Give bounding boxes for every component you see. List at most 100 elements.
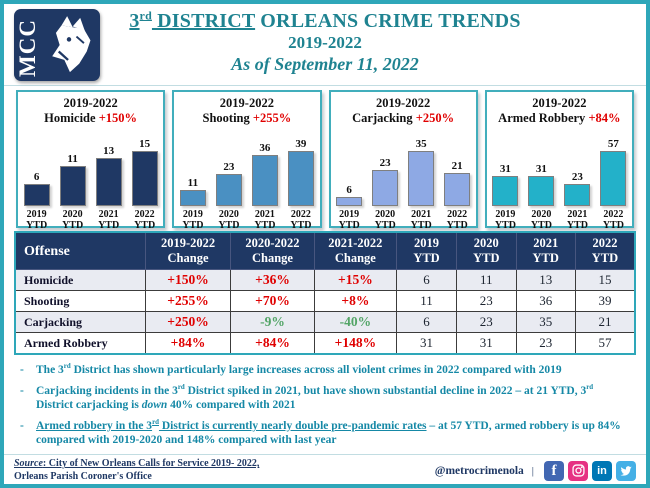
bar-armed-robbery-2019-ytd: 31 2019 YTD [492,128,519,231]
bar-category-label: 2019 YTD [26,209,48,231]
bar-value: 6 [33,171,40,183]
ytd-cell: 35 [515,311,576,333]
bar-armed-robbery-2022-ytd: 57 2022 YTD [600,128,627,231]
bar-value: 35 [415,138,427,150]
bar-value: 23 [223,161,235,173]
bar-category-label: 2022 YTD [134,209,156,231]
bar-value: 23 [379,157,391,169]
source-line-2: Orleans Parish Coroner's Office [14,470,152,482]
bar [408,151,435,206]
chart-label: Homicide [44,111,96,125]
bar [251,155,278,206]
bar-value: 21 [451,160,463,172]
bar-category-label: 2020 YTD [374,209,396,231]
separator: | [531,464,534,477]
note-text: Armed robbery in the 3rd District is cur… [36,419,621,446]
notes-section: - The 3rd District has shown particularl… [4,355,646,454]
chart-title-range: 2019-2022 [63,96,118,110]
change-cell: +148% [313,332,397,355]
bar [564,184,591,206]
social-bar: @metrocrimenola | f in [435,460,636,481]
chart-label: Armed Robbery [498,111,586,125]
change-cell: -40% [313,311,397,333]
chart-panel-shooting: 2019-2022 Shooting +255% 11 2019 YTD 23 2020… [172,90,322,231]
table-row: Carjacking +250% -9% -40% 6 23 35 21 [14,311,636,333]
bar-value: 13 [103,145,115,157]
note-bullet: - Armed robbery in the 3rd District is c… [20,419,632,447]
table-row: Armed Robbery +84% +84% +148% 31 31 23 57 [14,332,636,355]
change-cell: +36% [230,269,315,291]
twitter-icon[interactable] [616,460,636,481]
ytd-cell: 11 [456,269,517,291]
page-title-block: 3rd DISTRICT ORLEANS CRIME TRENDS 2019-2… [4,9,646,76]
bar-carjacking-2022-ytd: 21 2022 YTD [444,128,471,231]
bullet-dash: - [20,364,24,376]
bar-carjacking-2020-ytd: 23 2020 YTD [372,128,399,231]
instagram-icon[interactable] [568,460,588,481]
change-cell: +250% [144,311,232,333]
ytd-cell: 57 [574,332,636,355]
bar-value: 39 [295,138,307,150]
bar [600,151,627,206]
bar [336,197,363,206]
bar-category-label: 2020 YTD [530,209,552,231]
bar-category-label: 2021 YTD [410,209,432,231]
bar-homicide-2019-ytd: 6 2019 YTD [23,128,50,231]
facebook-icon[interactable]: f [544,460,564,481]
mcc-wolf-icon [52,16,91,73]
bar-value: 31 [535,163,547,175]
ytd-cell: 23 [456,311,517,333]
bar-value: 57 [607,138,619,150]
bar-shooting-2021-ytd: 36 2021 YTD [251,128,278,231]
offense-cell: Homicide [14,269,146,291]
chart-pct-change: +150% [98,111,138,125]
note-text: Carjacking incidents in the 3rd District… [36,384,594,411]
bar-category-label: 2019 YTD [182,209,204,231]
change-cell: +255% [144,290,232,312]
ytd-cell: 15 [574,269,636,291]
bar-value: 6 [346,184,352,196]
ytd-cell: 13 [515,269,576,291]
bar [215,174,242,206]
bar-carjacking-2021-ytd: 35 2021 YTD [408,128,435,231]
mcc-logo-text: MCC [15,19,40,77]
ytd-cell: 31 [456,332,517,355]
bar-category-label: 2020 YTD [62,209,84,231]
chart-title-range: 2019-2022 [376,96,431,110]
bar-value: 11 [67,153,78,165]
title-as-of-date: As of September 11, 2022 [231,54,419,75]
bar-value: 31 [499,163,511,175]
bar-category-label: 2020 YTD [218,209,240,231]
linkedin-icon[interactable]: in [592,460,612,481]
bar [179,190,206,206]
bar-chart-carjacking: 6 2019 YTD 23 2020 YTD 35 2021 YTD 21 2022 YTD [331,128,476,231]
ytd-cell: 11 [395,290,458,312]
chart-title: Homicide +150% [18,111,163,126]
source-attribution: Source: City of New Orleans Calls for Se… [14,458,259,483]
col-header-offense: Offense [14,231,146,270]
chart-pct-change: +255% [252,111,292,125]
ytd-cell: 36 [515,290,576,312]
bar [372,170,399,206]
change-cell: +150% [144,269,232,291]
bar-value: 15 [139,138,151,150]
chart-label: Carjacking [352,111,413,125]
offense-cell: Carjacking [14,311,146,333]
bar-shooting-2019-ytd: 11 2019 YTD [179,128,206,231]
note-text: The 3rd District has shown particularly … [36,363,562,376]
bar [131,151,158,206]
note-bullet: - The 3rd District has shown particularl… [20,363,632,377]
bullet-dash: - [20,420,24,432]
col-header: 2021 YTD [515,231,576,270]
bullet-dash: - [20,385,24,397]
col-header: 2021-2022 Change [313,231,397,270]
mcc-logo: MCC [14,9,100,81]
bar [95,158,122,206]
bar-homicide-2021-ytd: 13 2021 YTD [95,128,122,231]
chart-title-range: 2019-2022 [219,96,274,110]
table-row: Homicide +150% +36% +15% 6 11 13 15 [14,269,636,291]
ytd-cell: 31 [395,332,458,355]
col-header: 2020-2022 Change [230,231,315,270]
ytd-cell: 23 [456,290,517,312]
offense-cell: Armed Robbery [14,332,146,355]
